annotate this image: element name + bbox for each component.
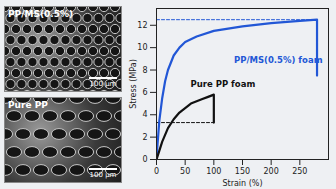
svg-text:PP/MS(0.5%) foam: PP/MS(0.5%) foam xyxy=(234,55,323,65)
svg-text:100: 100 xyxy=(206,167,221,176)
svg-text:2: 2 xyxy=(142,133,147,142)
svg-text:Pure PP foam: Pure PP foam xyxy=(191,79,256,89)
svg-text:200: 200 xyxy=(264,167,279,176)
svg-text:10: 10 xyxy=(137,43,147,52)
svg-text:8: 8 xyxy=(142,66,147,75)
svg-text:0: 0 xyxy=(142,155,147,164)
svg-text:50: 50 xyxy=(180,167,190,176)
svg-text:250: 250 xyxy=(292,167,307,176)
svg-text:Strain (%): Strain (%) xyxy=(222,179,262,188)
svg-text:12: 12 xyxy=(137,21,147,30)
svg-text:6: 6 xyxy=(142,88,147,97)
html-text:100 μm: 100 μm xyxy=(89,170,117,179)
html-text:Pure PP: Pure PP xyxy=(8,99,48,110)
html-text:PP/MS(0.5%): PP/MS(0.5%) xyxy=(8,9,74,20)
svg-text:150: 150 xyxy=(235,167,250,176)
svg-text:0: 0 xyxy=(154,167,159,176)
html-text:100 μm: 100 μm xyxy=(89,80,117,89)
svg-text:4: 4 xyxy=(142,110,147,119)
svg-text:Stress (MPa): Stress (MPa) xyxy=(129,59,138,109)
